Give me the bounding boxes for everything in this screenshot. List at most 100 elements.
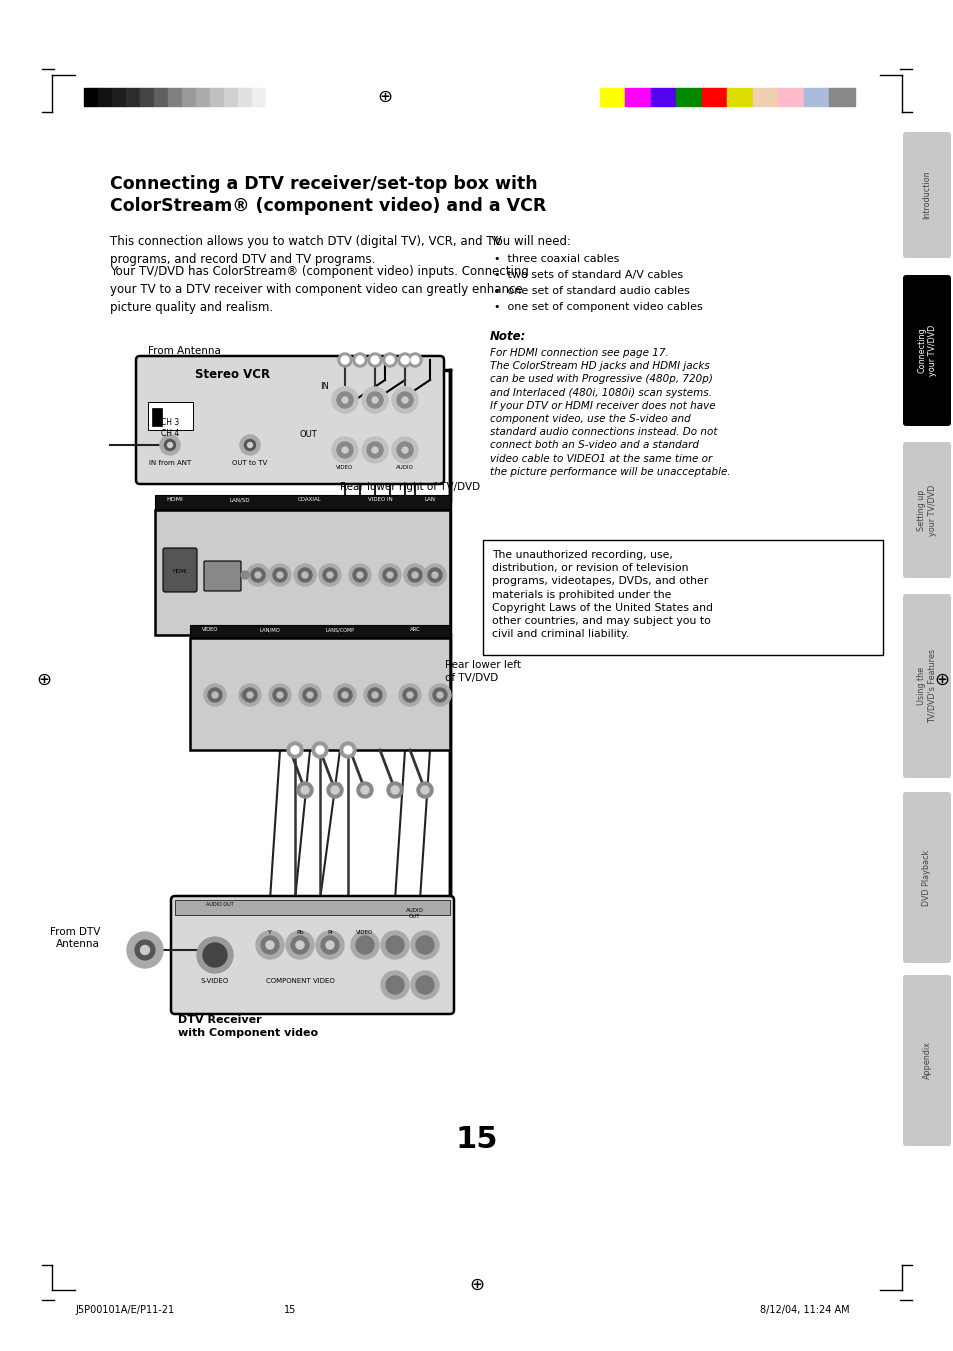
Bar [182,88,195,105]
Bar [195,88,210,105]
Circle shape [291,746,298,754]
Text: ⊕: ⊕ [377,88,392,105]
Bar [168,88,182,105]
FancyBboxPatch shape [136,357,443,484]
Text: IN from ANT: IN from ANT [149,459,191,466]
Text: Your TV/DVD has ColorStream® (component video) inputs. Connecting
your TV to a D: Your TV/DVD has ColorStream® (component … [110,265,528,313]
Circle shape [247,692,253,698]
Circle shape [372,447,377,453]
Circle shape [416,936,434,954]
Bar [112,88,126,105]
Circle shape [307,692,313,698]
Text: •  one set of standard audio cables: • one set of standard audio cables [494,286,689,296]
Circle shape [287,742,303,758]
Text: 8/12/04, 11:24 AM: 8/12/04, 11:24 AM [760,1305,849,1315]
Circle shape [403,563,426,586]
Circle shape [327,571,333,578]
Circle shape [269,563,291,586]
Circle shape [243,688,256,703]
Circle shape [269,684,291,707]
Circle shape [387,571,393,578]
Circle shape [297,567,312,582]
Circle shape [247,443,253,447]
Circle shape [255,931,284,959]
Circle shape [380,931,409,959]
Circle shape [397,353,412,367]
Text: This connection allows you to watch DTV (digital TV), VCR, and TV
programs, and : This connection allows you to watch DTV … [110,235,501,266]
Circle shape [372,397,377,403]
Text: AUDIO OUT: AUDIO OUT [206,902,233,907]
Text: Connecting
your TV/DVD: Connecting your TV/DVD [917,324,936,376]
Bar [625,88,650,105]
Text: Connecting a DTV receiver/set-top box with: Connecting a DTV receiver/set-top box wi… [110,176,537,193]
Circle shape [364,684,386,707]
Circle shape [355,936,374,954]
Bar [148,403,193,430]
Text: COMPONENT VIDEO: COMPONENT VIDEO [265,978,334,984]
Bar [224,88,237,105]
Text: AUDIO: AUDIO [395,465,414,470]
Circle shape [361,436,388,463]
Circle shape [160,435,180,455]
Circle shape [339,742,355,758]
FancyBboxPatch shape [171,896,454,1015]
Circle shape [436,692,442,698]
Circle shape [392,386,417,413]
Circle shape [392,436,417,463]
Circle shape [341,447,348,453]
Text: ⊕: ⊕ [933,671,948,689]
Circle shape [337,353,352,367]
Circle shape [360,786,369,794]
Text: Y: Y [268,929,272,935]
Circle shape [196,938,233,973]
Circle shape [273,567,287,582]
Circle shape [356,782,373,798]
Circle shape [428,567,441,582]
Circle shape [212,692,218,698]
Circle shape [261,936,278,954]
Text: Pr: Pr [327,929,333,935]
Circle shape [386,357,394,363]
Text: DTV Receiver
with Component video: DTV Receiver with Component video [178,1015,317,1038]
Circle shape [344,746,352,754]
Circle shape [298,684,320,707]
Circle shape [332,436,357,463]
Circle shape [336,392,353,408]
Text: From Antenna: From Antenna [148,346,221,357]
Circle shape [208,688,222,703]
Circle shape [396,392,413,408]
Circle shape [140,946,150,955]
Bar [599,88,625,105]
Bar [237,88,252,105]
Bar [803,88,828,105]
Circle shape [320,936,338,954]
Circle shape [391,786,398,794]
Circle shape [303,688,316,703]
Text: •  one set of component video cables: • one set of component video cables [494,303,702,312]
Circle shape [127,932,163,969]
Circle shape [239,684,261,707]
Text: VIDEO: VIDEO [336,465,354,470]
Circle shape [398,684,420,707]
Text: Stereo VCR: Stereo VCR [194,367,270,381]
Bar [190,626,450,638]
Text: Rear lower right of TV/DVD: Rear lower right of TV/DVD [339,482,479,492]
Bar [482,540,882,655]
Circle shape [401,447,408,453]
Circle shape [353,567,367,582]
Circle shape [416,975,434,994]
Text: AUDIO
OUT: AUDIO OUT [406,908,423,919]
FancyBboxPatch shape [902,594,950,778]
Circle shape [432,571,437,578]
Circle shape [336,442,353,458]
Bar [126,88,140,105]
Circle shape [433,688,447,703]
Circle shape [332,386,357,413]
Bar [828,88,854,105]
Circle shape [276,692,283,698]
Text: HDMI: HDMI [172,569,187,574]
Circle shape [372,692,377,698]
Text: CH 3
CH 4: CH 3 CH 4 [161,417,179,438]
Text: DVD Playback: DVD Playback [922,850,930,905]
Text: ARC: ARC [409,627,420,632]
